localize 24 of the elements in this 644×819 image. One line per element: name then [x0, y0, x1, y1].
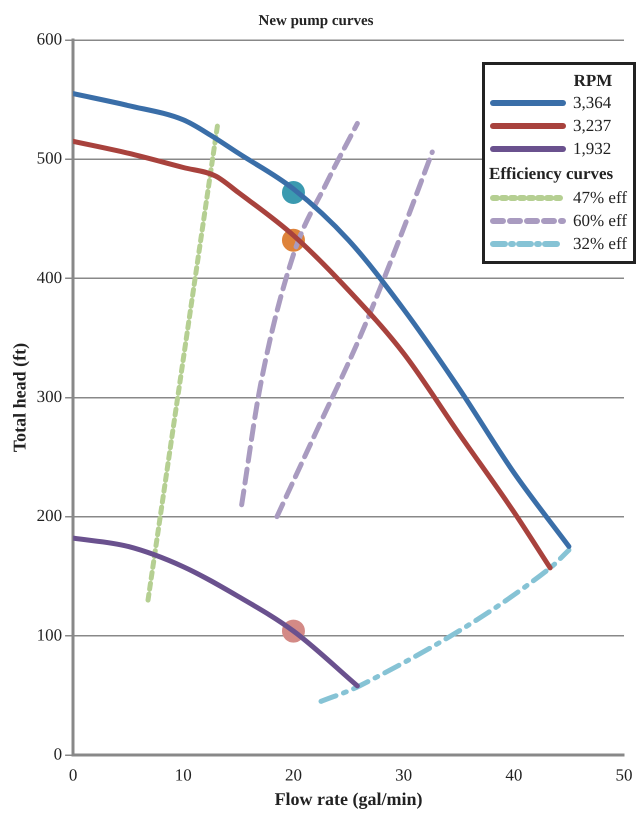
y-tick-label: 200	[36, 506, 62, 526]
legend-label: 32% eff	[573, 234, 627, 254]
y-tick-label: 300	[36, 386, 62, 406]
legend-label: 60% eff	[573, 210, 627, 230]
y-axis-title: Total head (ft)	[9, 342, 30, 452]
chart-title: New pump curves	[258, 12, 374, 29]
legend-label: 3,364	[573, 92, 612, 112]
legend-label: 3,237	[573, 116, 612, 136]
x-tick-label: 0	[68, 766, 78, 785]
x-tick-label: 50	[616, 766, 632, 785]
x-tick-label: 40	[505, 766, 522, 785]
legend-label: 1,932	[573, 138, 612, 158]
x-tick-label: 10	[174, 766, 192, 785]
x-axis-title: Flow rate (gal/min)	[274, 788, 423, 809]
legend-label: 47% eff	[573, 188, 627, 208]
y-tick-label: 600	[36, 29, 62, 48]
x-tick-label: 20	[284, 766, 302, 785]
annotation: Efficiency curves	[489, 164, 614, 184]
y-tick-label: 100	[36, 625, 62, 644]
y-tick-label: 400	[36, 268, 62, 287]
x-tick-label: 30	[395, 766, 412, 785]
legend-title: RPM	[572, 71, 614, 91]
y-tick-label: 0	[54, 744, 62, 764]
y-tick-label: 500	[36, 148, 62, 168]
